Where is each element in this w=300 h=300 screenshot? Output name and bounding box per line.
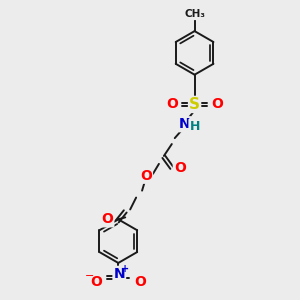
Text: O: O <box>91 275 102 289</box>
Text: N: N <box>113 267 125 281</box>
Text: N: N <box>179 117 190 131</box>
Text: O: O <box>212 98 223 111</box>
Text: H: H <box>189 120 200 133</box>
Text: O: O <box>140 169 152 183</box>
Text: −: − <box>85 271 94 281</box>
Text: O: O <box>101 212 113 226</box>
Text: CH₃: CH₃ <box>184 9 205 19</box>
Text: +: + <box>121 264 129 274</box>
Text: O: O <box>134 275 146 289</box>
Text: O: O <box>174 161 186 175</box>
Text: S: S <box>189 97 200 112</box>
Text: O: O <box>166 98 178 111</box>
